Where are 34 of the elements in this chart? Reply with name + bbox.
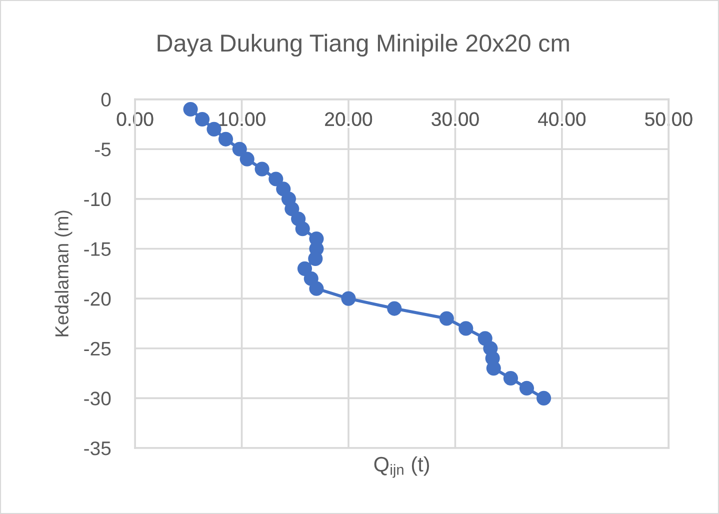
point [295,222,310,236]
point [536,390,552,406]
x-tick-label: 20.00 [325,112,372,126]
point [194,112,210,127]
chart-title: Daya Dukung Tiang Minipile 20x20 cm [158,34,569,57]
point [183,102,198,117]
point [439,311,454,326]
point [309,281,324,296]
y-tick-label: 0 [101,92,111,107]
y-tick-label: -35 [84,441,111,456]
point [341,291,356,306]
x-tick-label: 40.00 [538,112,586,126]
point [308,251,323,266]
y-tick-label: -30 [84,392,111,406]
y-tick-label: -10 [84,192,111,206]
point [268,172,284,186]
x-tick-label: 50.00 [645,112,692,126]
point [254,162,270,176]
point [486,361,501,376]
point [387,301,402,316]
point [218,132,234,146]
point [519,380,534,396]
point [232,142,247,156]
point [503,370,518,386]
y-tick-label: -20 [84,292,111,306]
y-tick-label: -15 [84,242,111,256]
y-axis-title: Kedalaman (m) [54,210,72,336]
x-axis-title: Q$_{ijn}$ (t) [374,456,430,478]
point [458,321,474,336]
y-tick-label: -5 [94,142,111,156]
point [240,152,254,166]
x-tick-label: 30.00 [432,112,479,126]
y-tick-label: -25 [84,342,111,356]
x-tick-label: 10.00 [218,112,266,126]
